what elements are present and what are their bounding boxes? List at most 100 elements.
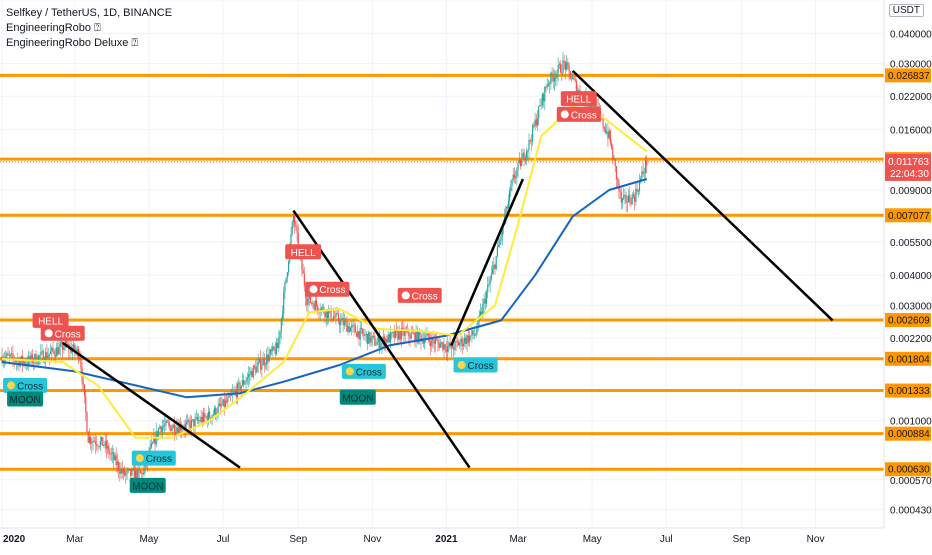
candle-body — [255, 367, 257, 373]
candle-body — [460, 338, 462, 343]
candle-body — [303, 273, 305, 287]
candle-body — [422, 338, 424, 344]
candle-body — [547, 83, 550, 86]
candle-body — [315, 300, 318, 306]
candle-body — [256, 365, 258, 373]
candle-body — [263, 358, 265, 366]
candle-body — [280, 318, 282, 332]
level-price-badge — [885, 68, 931, 83]
level-price-badge — [885, 462, 931, 477]
candle-body — [569, 71, 571, 79]
signal-text: Cross — [319, 285, 345, 296]
candle-body — [217, 405, 219, 414]
candle-body — [200, 416, 202, 422]
time-tick-label: Nov — [363, 534, 381, 545]
candle-body — [215, 407, 217, 416]
candle-body — [442, 342, 444, 350]
candle-body — [249, 374, 251, 376]
indicator-engineeringrobo-deluxe[interactable]: EngineeringRobo Deluxe ⍰ — [6, 37, 138, 49]
candle-body — [535, 119, 537, 126]
candle-body — [179, 424, 182, 431]
candle-body — [172, 424, 174, 428]
candle-body — [103, 445, 105, 447]
time-axis[interactable]: 2020 Mar May Jul Sep Nov 2021 Mar May Jul Sep Nov — [0, 527, 884, 550]
level-price-label: 0.000884 — [888, 429, 930, 440]
trend-line — [61, 341, 241, 469]
candle-body — [398, 331, 400, 340]
candle-body — [643, 172, 645, 174]
candle-body — [557, 65, 559, 73]
candle-body — [357, 331, 359, 337]
candle-body — [266, 354, 268, 365]
candle-body — [381, 340, 383, 345]
candle-body — [273, 346, 275, 350]
candle-body — [613, 158, 615, 160]
candle-body — [516, 169, 518, 177]
signal-text: Cross — [146, 454, 172, 465]
candle-body — [264, 364, 267, 366]
indicator-engineeringrobo[interactable]: EngineeringRobo ⍰ — [6, 22, 101, 34]
symbol-title[interactable]: Selfkey / TetherUS, 1D, BINANCE — [6, 7, 173, 19]
candle-body — [402, 327, 404, 329]
candle-body — [158, 428, 160, 437]
candle-body — [236, 383, 239, 398]
candle-body — [48, 353, 50, 356]
candle-body — [494, 264, 496, 270]
candle-body — [53, 351, 55, 355]
coin-icon — [345, 367, 354, 376]
signal-label-sell: Cross — [40, 325, 85, 341]
signal-bg — [560, 91, 597, 107]
skull-icon — [44, 329, 53, 338]
price-tick-label: 0.040000 — [890, 29, 932, 40]
candle-body — [223, 399, 225, 407]
candle-body — [506, 206, 508, 209]
candle-body — [394, 330, 397, 338]
candle-body — [268, 354, 270, 362]
candle-body — [495, 256, 497, 270]
candle-body — [462, 343, 465, 347]
signal-bg — [285, 244, 322, 260]
candle-body — [281, 313, 284, 319]
candle-body — [141, 472, 143, 474]
candle-body — [161, 426, 163, 433]
candle-body — [434, 339, 437, 344]
candle-body — [578, 90, 580, 91]
candle-body — [614, 158, 616, 167]
candle-body — [247, 374, 250, 378]
candle-body — [187, 419, 189, 423]
candle-body — [253, 366, 256, 368]
candle-body — [24, 361, 26, 365]
candle-body — [591, 104, 593, 109]
candle-body — [635, 188, 637, 203]
level-price-label: 0.002609 — [888, 316, 930, 327]
candle-body — [567, 62, 569, 65]
candle-body — [240, 385, 242, 391]
currency-badge[interactable]: USDT — [888, 4, 924, 17]
candle-body — [151, 442, 154, 444]
trend-line — [450, 178, 525, 346]
candle-body — [638, 180, 641, 192]
candle-body — [105, 440, 108, 449]
candle-body — [493, 264, 495, 269]
candle-body — [127, 469, 129, 471]
countdown-label: 22:04:30 — [890, 169, 929, 180]
candle-body — [324, 312, 326, 318]
candle-body — [116, 461, 118, 466]
candle-body — [528, 140, 530, 150]
candle-body — [73, 344, 75, 350]
candle-body — [419, 330, 421, 336]
signal-label-moon: MOON — [339, 389, 376, 405]
candle-body — [529, 140, 531, 141]
price-axis[interactable]: 0.040000 0.030000 0.022000 0.016000 0.009000… — [883, 0, 932, 550]
candle-body — [85, 395, 87, 413]
candle-body — [549, 83, 551, 85]
candle-body — [445, 349, 448, 352]
candle-body — [279, 331, 281, 338]
candle-body — [632, 194, 635, 197]
candle-body — [391, 332, 393, 334]
signal-bg — [40, 325, 85, 341]
candle-body — [41, 351, 43, 353]
horizontal-levels — [0, 73, 884, 471]
